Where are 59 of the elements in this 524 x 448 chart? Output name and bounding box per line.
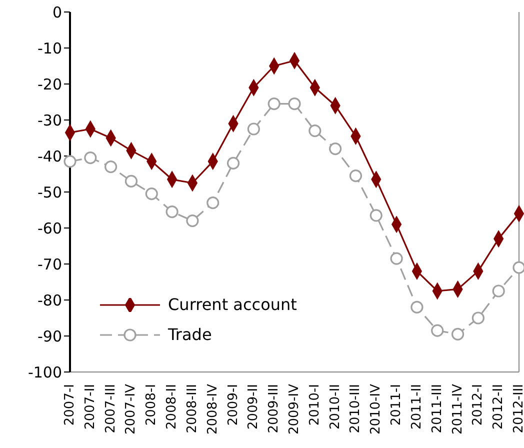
- y-tick-label: -50: [38, 183, 62, 202]
- y-tick-label: -30: [38, 111, 62, 130]
- y-tick-label: -100: [28, 363, 62, 382]
- legend-label: Current account: [168, 294, 297, 316]
- point: [349, 170, 362, 182]
- x-tick-label: 2011-IV: [450, 384, 466, 435]
- legend-label: Trade: [168, 324, 212, 346]
- x-tick-label: 2011-II: [409, 384, 424, 430]
- y-tick-label: 0: [52, 3, 62, 22]
- point: [410, 300, 424, 314]
- y-tick-label: -20: [38, 75, 62, 94]
- x-tick-label: 2009-I: [226, 384, 241, 426]
- point: [288, 98, 301, 110]
- y-tick-label: -90: [38, 327, 62, 346]
- x-tick-label: 2008-IV: [205, 384, 220, 435]
- x-tick-label: 2010-II: [328, 384, 343, 430]
- x-tick-label: 2012-III: [512, 384, 524, 434]
- point: [104, 160, 118, 174]
- x-tick-label: 2011-I: [389, 384, 404, 426]
- point: [247, 122, 260, 136]
- x-tick-label: 2010-IV: [368, 384, 384, 435]
- point: [226, 156, 240, 170]
- point: [451, 328, 464, 340]
- point: [472, 312, 484, 324]
- point: [390, 252, 403, 265]
- point: [206, 196, 220, 210]
- point: [145, 188, 158, 200]
- point: [512, 261, 524, 274]
- point: [166, 206, 178, 218]
- point: [492, 284, 505, 298]
- x-tick-label: 2008-III: [184, 384, 200, 434]
- y-tick-label: -40: [38, 147, 62, 166]
- x-tick-label: 2008-II: [164, 384, 180, 430]
- point: [370, 209, 382, 222]
- point: [124, 174, 138, 188]
- x-tick-label: 2009-II: [246, 384, 262, 430]
- x-tick-label: 2012-I: [470, 384, 486, 426]
- x-tick-label: 2007-II: [82, 384, 98, 430]
- point: [329, 142, 342, 156]
- x-tick-label: 2010-I: [307, 384, 322, 426]
- y-tick-label: -10: [38, 39, 62, 58]
- x-tick-label: 2012-II: [491, 384, 506, 430]
- x-tick-label: 2010-III: [348, 384, 364, 434]
- point: [431, 324, 444, 337]
- point: [64, 155, 76, 168]
- y-tick-label: -70: [38, 255, 62, 274]
- x-tick-label: 2007-IV: [124, 384, 139, 435]
- x-tick-label: 2011-III: [430, 384, 445, 434]
- x-tick-label: 2009-IV: [287, 384, 302, 435]
- y-tick-label: -60: [38, 219, 62, 238]
- x-tick-label: 2007-I: [62, 384, 78, 426]
- x-tick-label: 2007-III: [103, 384, 118, 434]
- x-tick-label: 2009-III: [266, 384, 282, 434]
- point: [308, 124, 322, 138]
- y-tick-label: -80: [38, 291, 62, 310]
- point: [268, 98, 280, 110]
- point: [186, 214, 199, 228]
- x-tick-label: 2008-I: [144, 384, 160, 426]
- point: [84, 152, 97, 164]
